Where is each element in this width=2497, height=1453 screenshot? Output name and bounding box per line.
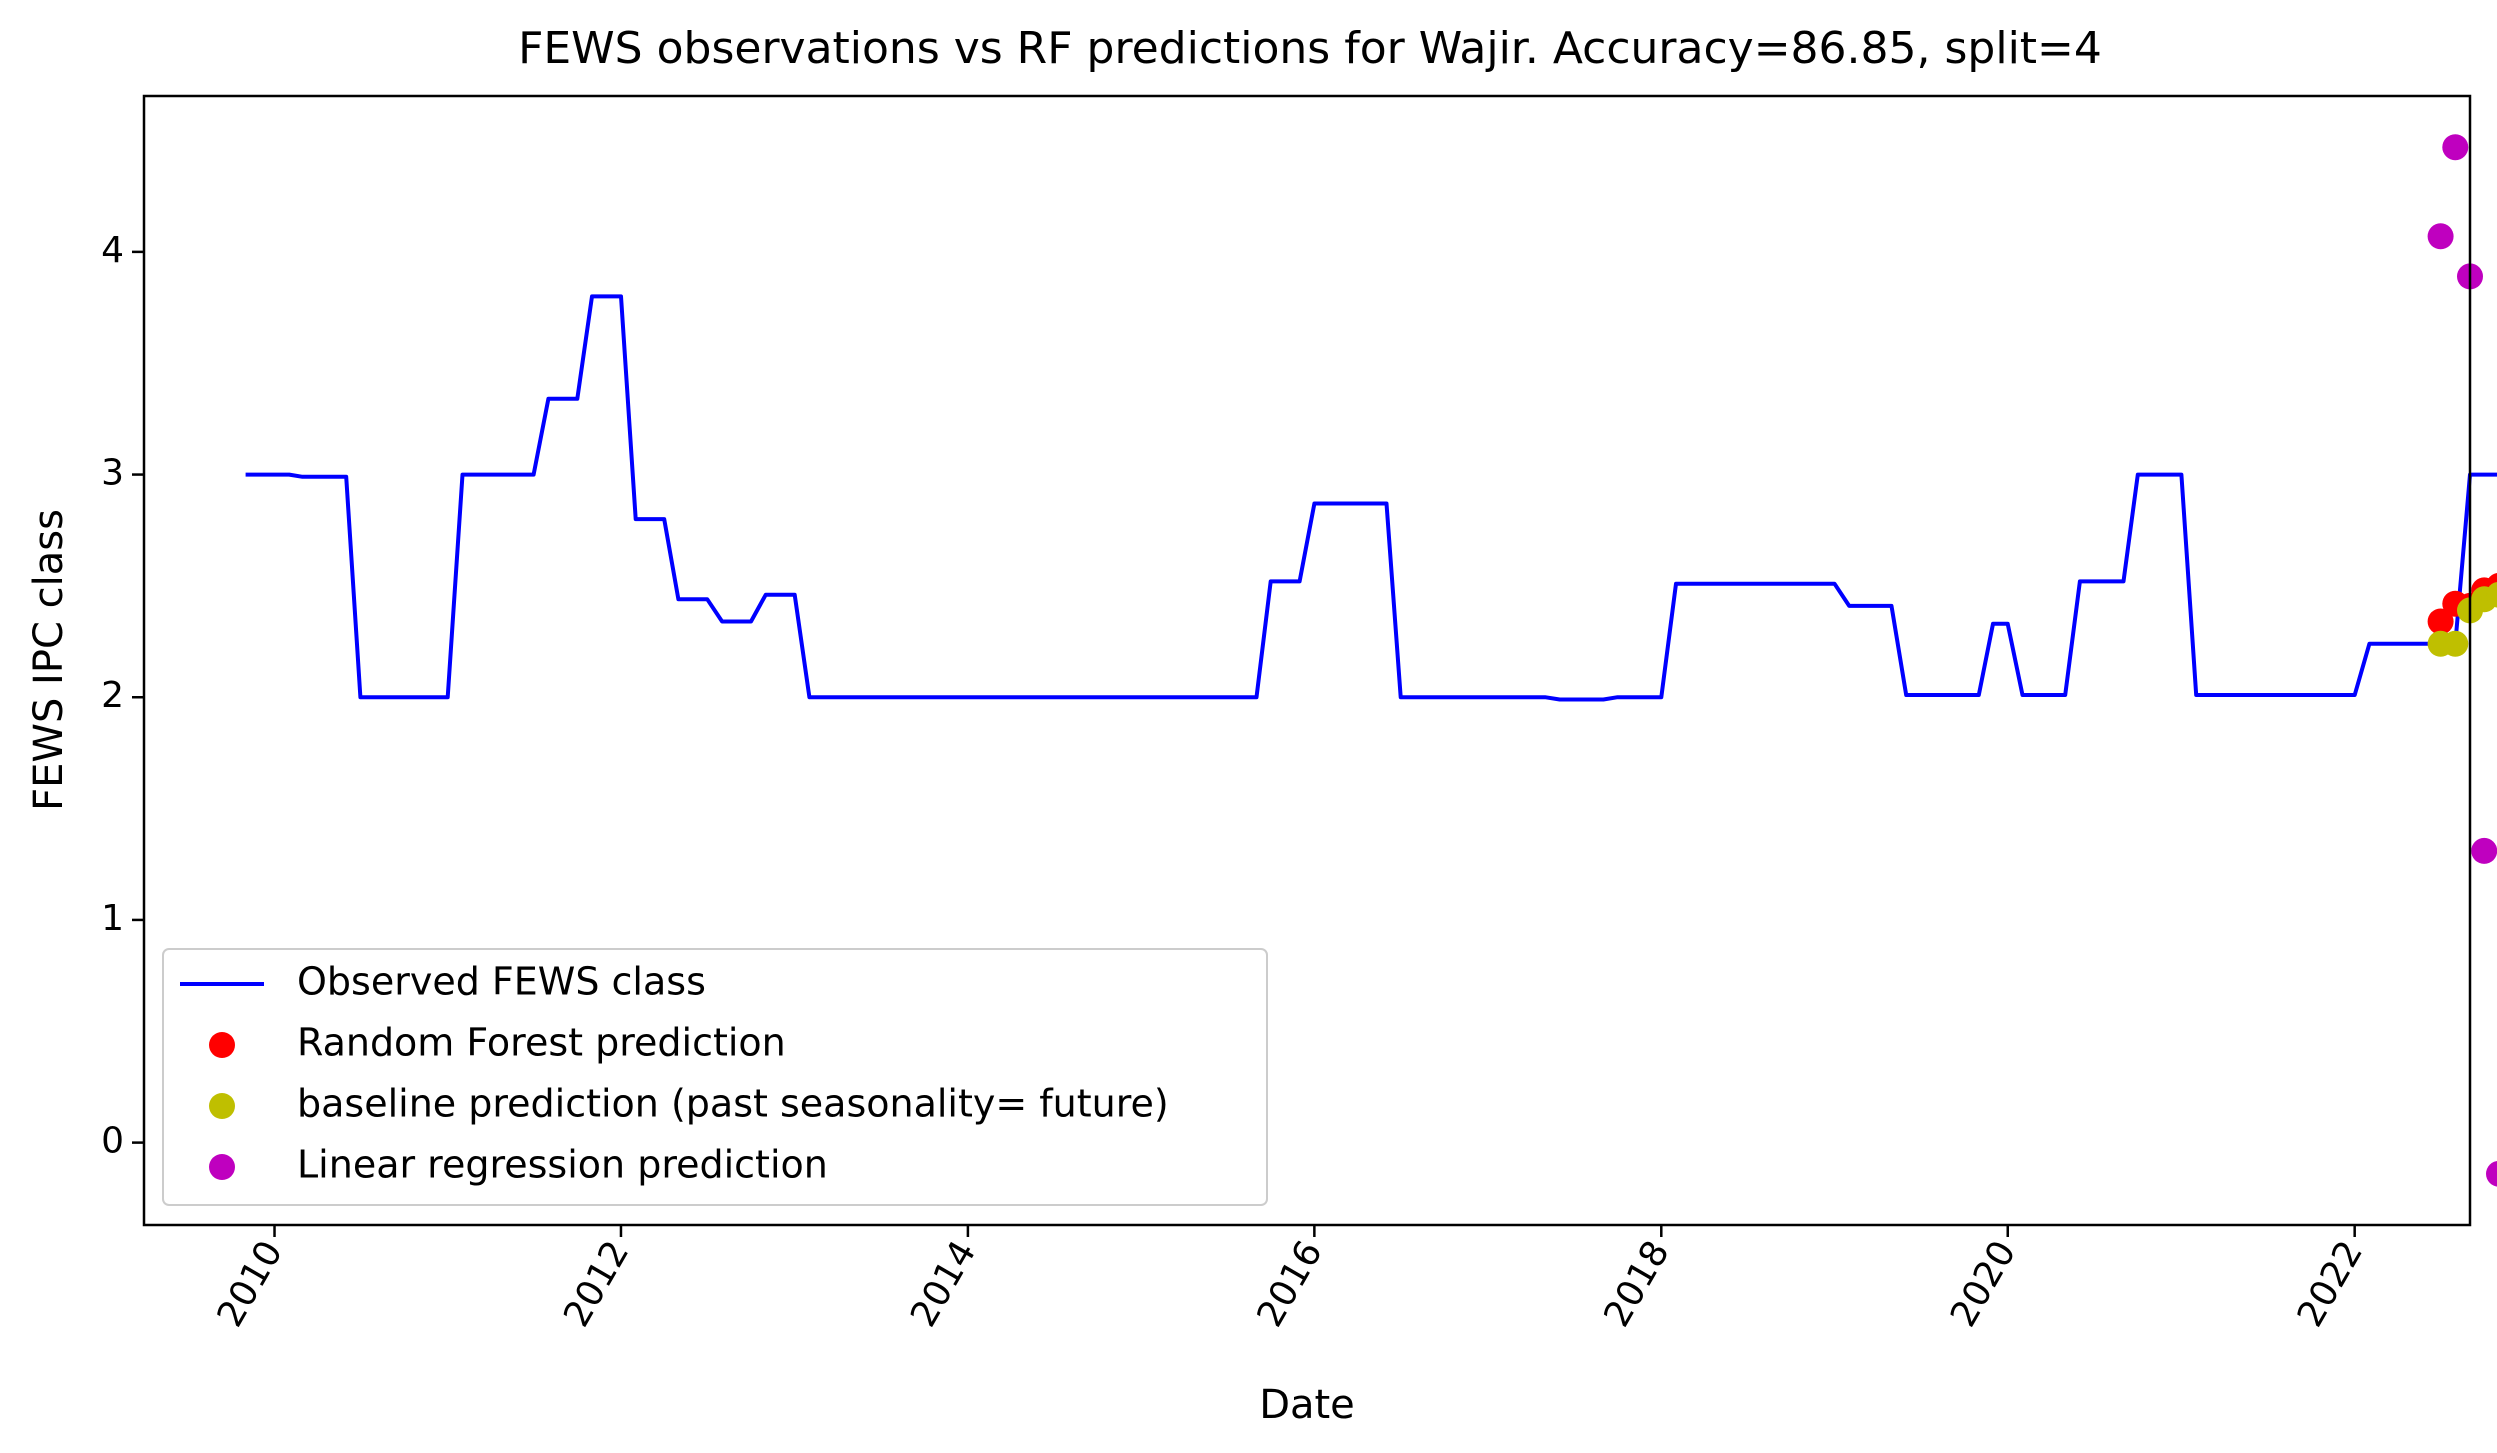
legend: Observed FEWS class Random Forest predict… (162, 948, 1268, 1206)
legend-label-3: Linear regression prediction (297, 1143, 828, 1187)
legend-swatch-1 (209, 1032, 235, 1058)
data-point-s3-3 (2471, 837, 2497, 864)
data-point-s3-0 (2427, 223, 2454, 250)
data-point-s2-1 (2442, 630, 2469, 657)
data-point-s2-4 (2486, 581, 2497, 608)
series-line-observed (245, 294, 2497, 702)
legend-box (162, 948, 1268, 1206)
plot-area (245, 134, 2497, 1187)
y-tick-label-1: 1 (101, 898, 124, 939)
legend-swatch-2 (209, 1093, 235, 1119)
legend-label-2: baseline prediction (past seasonality= f… (297, 1082, 1169, 1126)
legend-label-0: Observed FEWS class (297, 960, 706, 1004)
y-tick-label-0: 0 (101, 1121, 124, 1162)
data-point-s3-1 (2442, 134, 2469, 161)
y-tick-label-3: 3 (101, 453, 124, 494)
x-axis-label: Date (1259, 1382, 1355, 1428)
chart-title: FEWS observations vs RF predictions for … (518, 23, 2102, 74)
y-tick-label-2: 2 (101, 675, 124, 716)
axes-frame (142, 94, 2472, 1227)
data-point-s1-0 (2427, 608, 2454, 635)
data-point-s3-4 (2486, 1160, 2497, 1187)
y-tick-label-4: 4 (101, 230, 124, 271)
legend-label-1: Random Forest prediction (297, 1021, 786, 1065)
y-axis-label: FEWS IPC class (26, 509, 72, 811)
legend-swatch-3 (209, 1154, 235, 1180)
